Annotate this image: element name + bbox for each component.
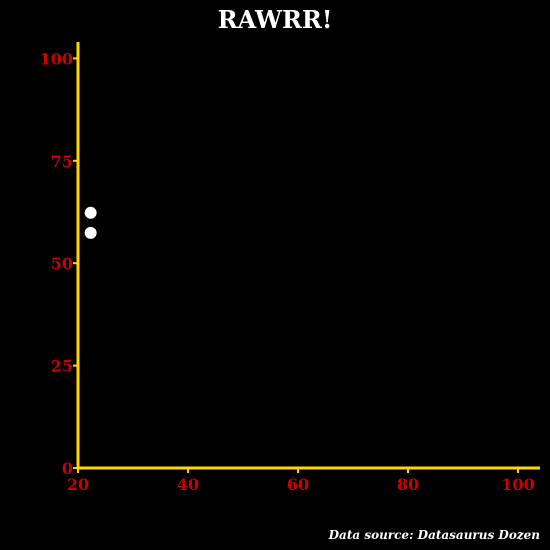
x-tick-label: 60	[287, 475, 309, 494]
y-tick-label: 50	[51, 254, 73, 273]
y-tick-label: 75	[51, 152, 73, 171]
data-point	[85, 227, 97, 239]
data-point	[85, 207, 97, 219]
y-tick-label: 25	[51, 357, 73, 376]
data-source-caption: Data source: Datasaurus Dozen	[329, 528, 540, 542]
x-tick-label: 40	[177, 475, 199, 494]
x-tick-label: 20	[67, 475, 89, 494]
x-tick-label: 100	[501, 475, 534, 494]
x-tick-label: 80	[397, 475, 419, 494]
y-tick-label: 100	[40, 49, 73, 68]
